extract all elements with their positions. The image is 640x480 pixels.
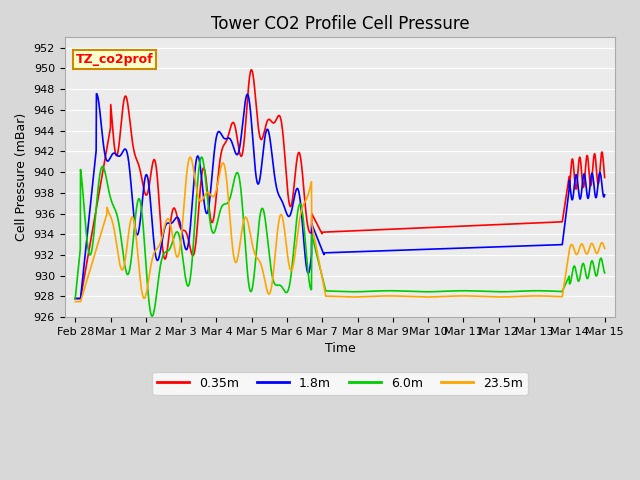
Y-axis label: Cell Pressure (mBar): Cell Pressure (mBar) [15, 113, 28, 241]
Text: TZ_co2prof: TZ_co2prof [76, 53, 154, 66]
Legend: 0.35m, 1.8m, 6.0m, 23.5m: 0.35m, 1.8m, 6.0m, 23.5m [152, 372, 527, 395]
X-axis label: Time: Time [324, 342, 355, 356]
Title: Tower CO2 Profile Cell Pressure: Tower CO2 Profile Cell Pressure [211, 15, 469, 33]
